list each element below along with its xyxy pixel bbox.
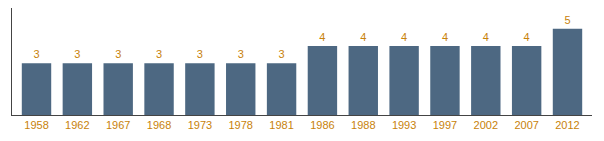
svg-text:4: 4 [483,31,489,43]
svg-text:3: 3 [238,48,244,60]
svg-text:5: 5 [564,14,570,26]
svg-text:3: 3 [33,48,39,60]
svg-text:1978: 1978 [228,119,252,131]
svg-text:4: 4 [401,31,407,43]
svg-text:4: 4 [360,31,366,43]
svg-text:1962: 1962 [65,119,89,131]
svg-text:1968: 1968 [147,119,171,131]
svg-text:3: 3 [74,48,80,60]
svg-text:1988: 1988 [351,119,375,131]
svg-text:1997: 1997 [433,119,457,131]
svg-text:2002: 2002 [474,119,498,131]
svg-text:1958: 1958 [24,119,48,131]
svg-text:1981: 1981 [269,119,293,131]
svg-text:3: 3 [197,48,203,60]
svg-text:2007: 2007 [514,119,538,131]
svg-text:4: 4 [442,31,448,43]
svg-text:3: 3 [115,48,121,60]
svg-text:1967: 1967 [106,119,130,131]
svg-text:4: 4 [319,31,325,43]
svg-text:3: 3 [156,48,162,60]
svg-text:1973: 1973 [188,119,212,131]
svg-text:1993: 1993 [392,119,416,131]
svg-text:4: 4 [524,31,530,43]
svg-text:1986: 1986 [310,119,334,131]
svg-text:3: 3 [279,48,285,60]
svg-text:2012: 2012 [555,119,579,131]
